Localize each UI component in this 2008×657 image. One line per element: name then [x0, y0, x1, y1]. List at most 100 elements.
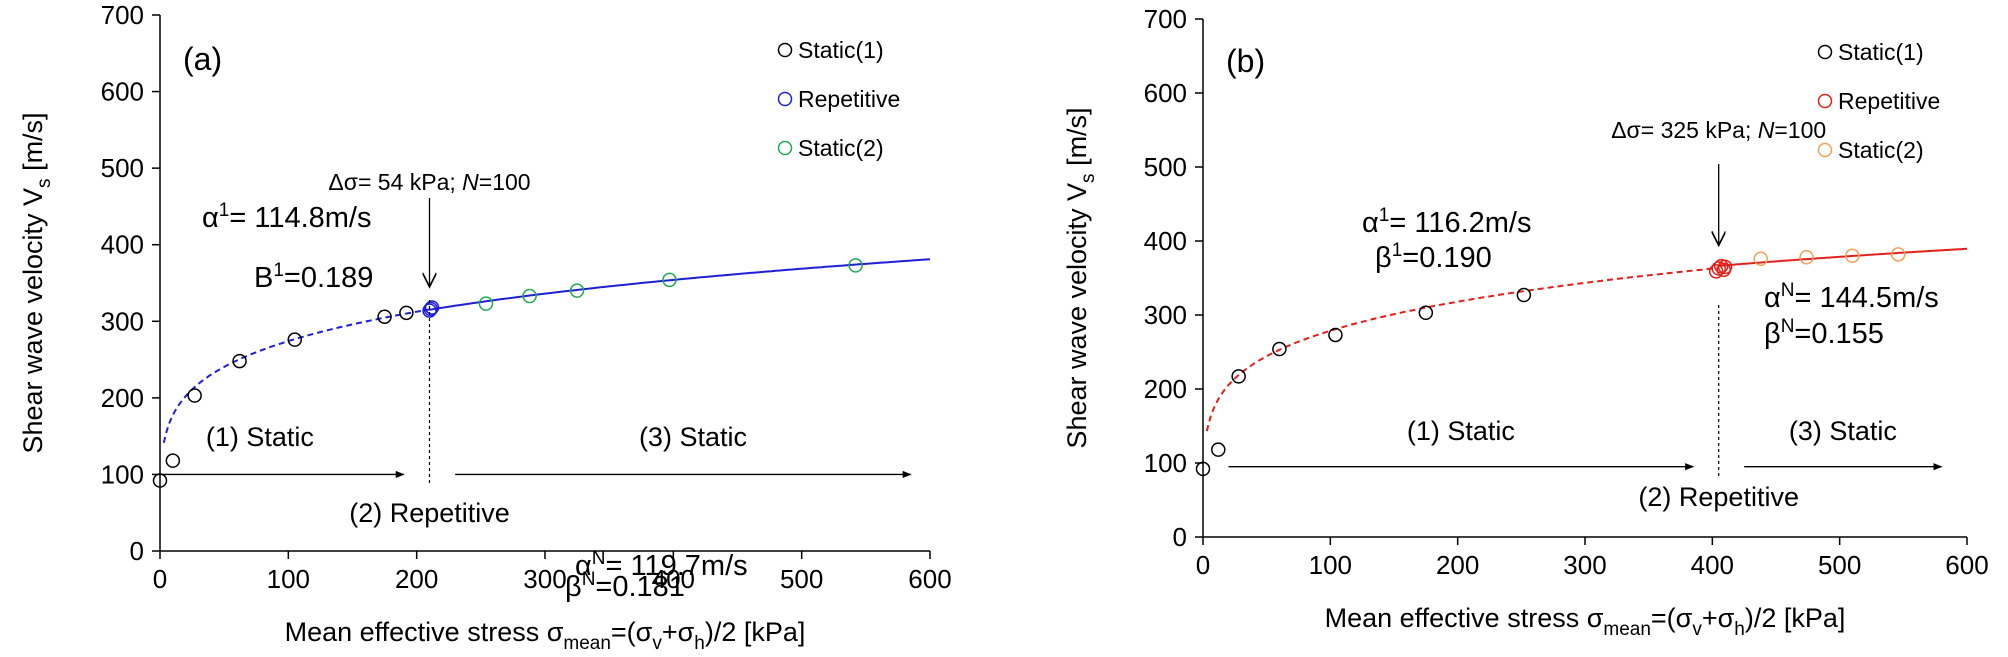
- legend-marker: [1817, 93, 1833, 109]
- y-tick-label: 400: [101, 230, 144, 260]
- fit-curve-stageN: [1718, 247, 1968, 267]
- x-tick-label: 100: [267, 564, 310, 594]
- data-point: [1516, 287, 1532, 303]
- series-repetitive: [422, 300, 440, 318]
- y-tick-label: 0: [130, 536, 144, 566]
- data-point: [424, 300, 440, 315]
- series-static2: [478, 258, 863, 311]
- y-tick-label: 700: [1144, 4, 1187, 34]
- data-point: [848, 258, 863, 273]
- y-tick-label: 200: [1144, 374, 1187, 404]
- legend-marker: [1817, 44, 1833, 60]
- legend-marker: [777, 91, 793, 107]
- data-point: [662, 272, 677, 288]
- data-point: [232, 353, 247, 369]
- x-tick-label: 400: [652, 564, 695, 594]
- y-tick-label: 600: [101, 77, 144, 107]
- data-point: [1195, 461, 1211, 477]
- data-point: [377, 309, 392, 324]
- x-tick-label: 100: [1309, 550, 1352, 580]
- data-point: [1753, 251, 1768, 267]
- y-tick-label: 400: [1144, 226, 1187, 256]
- legend-label: Static(2): [1838, 137, 1924, 163]
- y-tick-label: 0: [1173, 522, 1187, 552]
- data-point: [1845, 248, 1860, 264]
- y-axis-label: Shear wave velocity Vs [m/s]: [18, 112, 55, 453]
- data-point: [422, 303, 437, 318]
- legend-label: Static(1): [798, 37, 884, 63]
- x-tick-label: 0: [153, 564, 167, 594]
- y-tick-label: 700: [101, 0, 144, 30]
- data-point: [399, 305, 414, 321]
- x-tick-label: 300: [1563, 550, 1606, 580]
- x-axis-label: Mean effective stress σmean=(σv+σh)/2 [k…: [1325, 603, 1846, 640]
- y-tick-label: 500: [101, 153, 144, 183]
- fit-curve-stageN: [429, 258, 931, 311]
- legend-marker: [1817, 142, 1833, 158]
- series-static2: [1753, 247, 1906, 267]
- data-point: [287, 332, 302, 347]
- data-point: [1890, 247, 1906, 262]
- stage3-label: (3) Static: [1789, 416, 1897, 446]
- fit-curve-stage1: [162, 308, 430, 444]
- data-point: [1272, 341, 1287, 357]
- x-axis-label: Mean effective stress σmean=(σv+σh)/2 [k…: [285, 617, 806, 654]
- stage1-label: (1) Static: [206, 422, 314, 452]
- fitN-beta-label: βN=0.155: [1764, 316, 1884, 350]
- chart-panel-a: 0 100 200 300 400 500 600 0 100 200 300 400 500 600 70…: [18, 0, 952, 654]
- fit-curve-stage1: [1205, 266, 1719, 432]
- y-tick-label: 300: [1144, 300, 1187, 330]
- x-tick-label: 300: [523, 564, 566, 594]
- legend-marker: [777, 140, 793, 156]
- data-point: [423, 301, 439, 317]
- y-tick-label: 200: [101, 383, 144, 413]
- fitN-beta-label: βN=0.181: [565, 569, 685, 603]
- legend-label: Repetitive: [1838, 88, 1940, 114]
- x-tick-label: 200: [395, 564, 438, 594]
- y-tick-label: 100: [101, 459, 144, 489]
- data-point: [1708, 264, 1724, 279]
- data-point: [569, 283, 585, 298]
- stage2-label: (2) Repetitive: [349, 498, 510, 528]
- panel-label: (a): [183, 41, 222, 77]
- legend-marker: [777, 42, 793, 58]
- stage2-label: (2) Repetitive: [1638, 482, 1799, 512]
- legend-label: Static(2): [798, 135, 884, 161]
- data-point: [1211, 442, 1226, 457]
- fit1-beta-label: B1=0.189: [254, 260, 373, 294]
- x-tick-label: 500: [780, 564, 823, 594]
- fit1-alpha-label: α1= 114.8m/s: [202, 200, 371, 234]
- x-tick-label: 200: [1436, 550, 1479, 580]
- data-point: [522, 288, 537, 304]
- data-point: [1231, 369, 1246, 384]
- stage3-label: (3) Static: [639, 422, 747, 452]
- x-tick-label: 600: [908, 564, 951, 594]
- x-tick-label: 600: [1945, 550, 1988, 580]
- x-tick-label: 0: [1196, 550, 1210, 580]
- series-repetitive: [1708, 258, 1733, 279]
- legend-label: Static(1): [1838, 39, 1924, 65]
- data-point: [165, 453, 181, 468]
- panel-label: (b): [1226, 43, 1265, 79]
- series-static1: [1195, 287, 1532, 477]
- stage1-label: (1) Static: [1407, 416, 1515, 446]
- fitN-alpha-label: αN= 119.7m/s: [575, 548, 748, 582]
- y-axis-label: Shear wave velocity Vs [m/s]: [1062, 107, 1099, 448]
- data-point: [187, 388, 202, 403]
- y-tick-label: 300: [101, 306, 144, 336]
- chart-panel-b: 0 100 200 300 400 500 600 0 100 200 300 400 500 600 70…: [1062, 4, 1989, 640]
- fit1-alpha-label: α1= 116.2m/s: [1362, 205, 1531, 239]
- fitN-alpha-label: αN= 144.5m/s: [1764, 280, 1939, 314]
- series-static1: [152, 305, 414, 488]
- data-point: [1418, 305, 1434, 321]
- y-tick-label: 500: [1144, 152, 1187, 182]
- data-point: [478, 296, 494, 311]
- data-point: [1799, 250, 1814, 265]
- x-tick-label: 500: [1818, 550, 1861, 580]
- arrow-label: Δσ= 54 kPa; N=100: [328, 169, 530, 195]
- x-tick-label: 400: [1691, 550, 1734, 580]
- y-tick-label: 600: [1144, 78, 1187, 108]
- arrow-label: Δσ= 325 kPa; N=100: [1611, 117, 1826, 143]
- data-point: [1328, 327, 1343, 343]
